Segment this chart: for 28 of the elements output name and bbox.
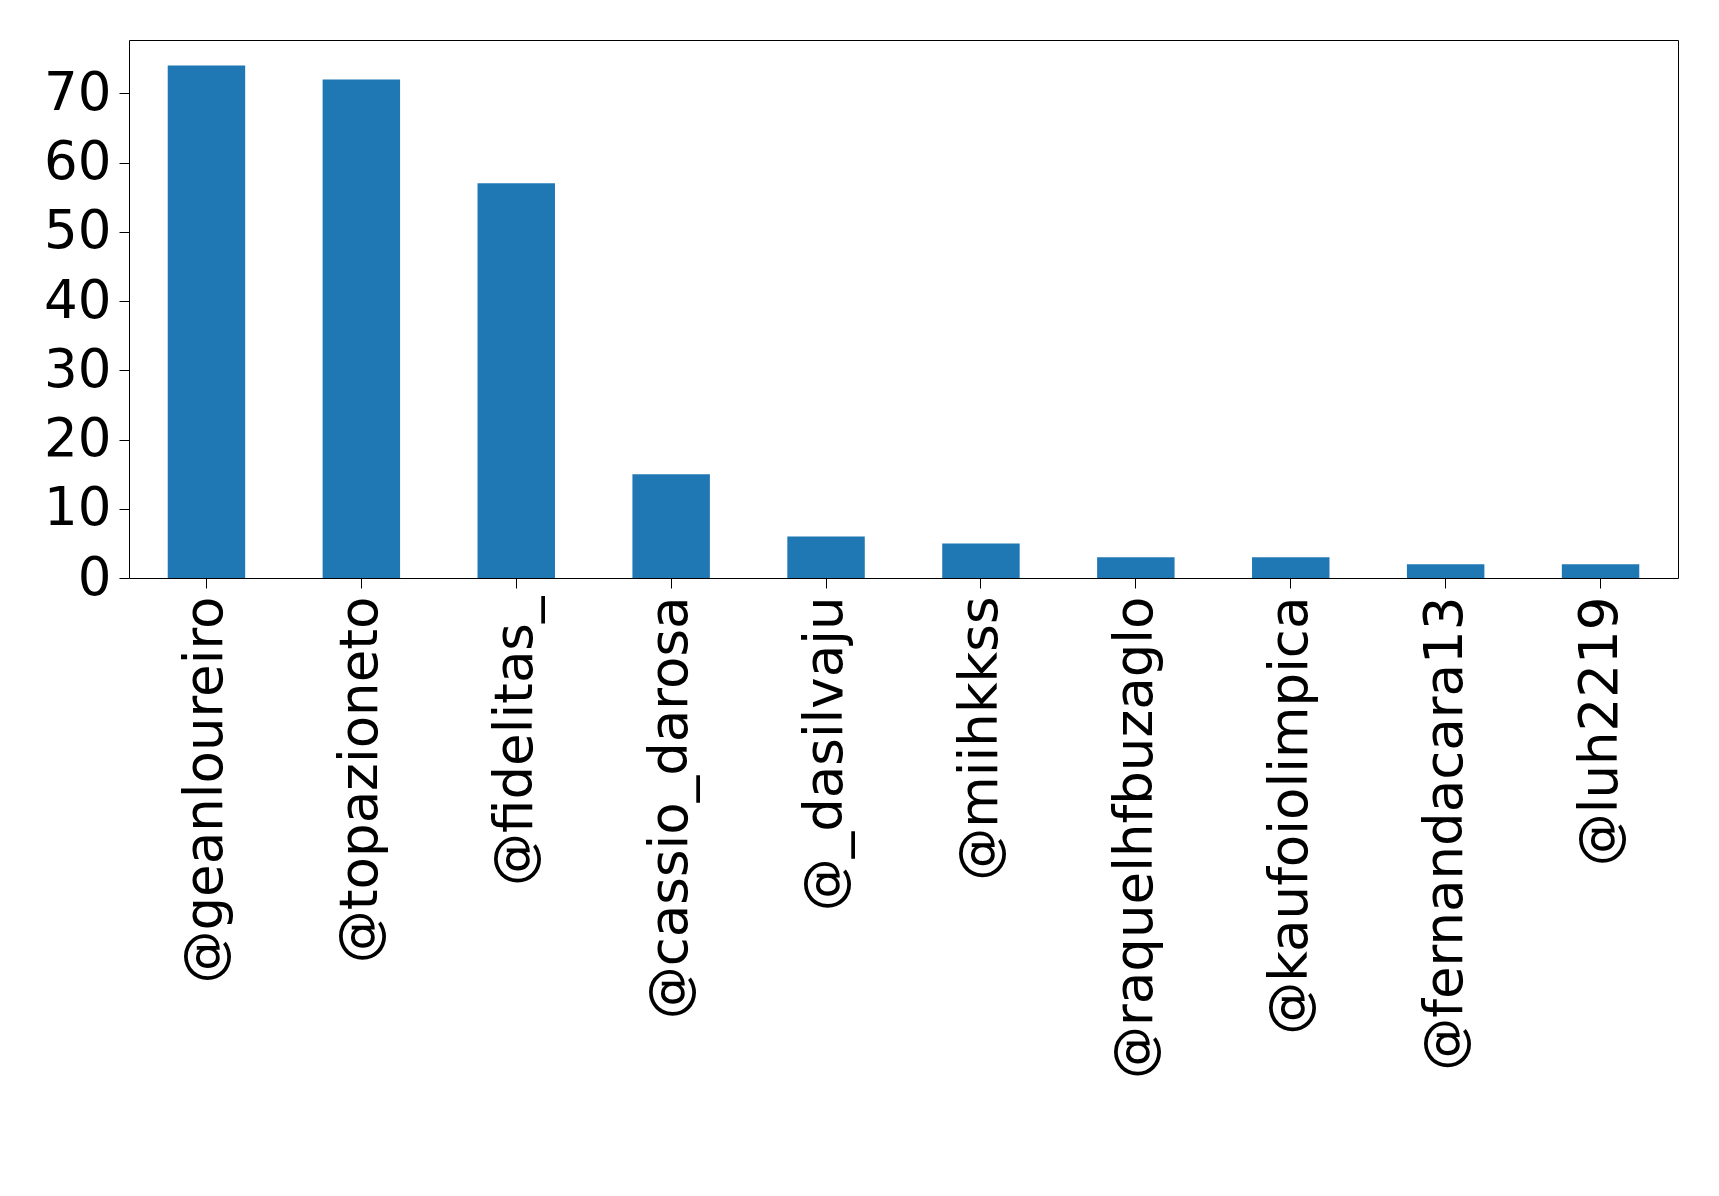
x-tick-label: @fidelitas_ (483, 595, 546, 886)
bar (167, 65, 246, 578)
x-tick-label: @topazioneto (328, 596, 390, 964)
bar (1097, 557, 1175, 578)
bar (632, 474, 710, 578)
y-tick-label: 40 (44, 268, 112, 330)
y-tick-label: 70 (44, 60, 112, 122)
bar (1406, 564, 1485, 578)
x-tick-label: @luh2219 (1567, 596, 1629, 867)
y-tick-label: 10 (44, 476, 112, 538)
bar (477, 183, 555, 578)
bar (1561, 564, 1640, 578)
bar (787, 536, 865, 578)
bar (322, 79, 401, 578)
x-tick-label: @_dasilvaju (793, 596, 856, 912)
x-tick-label: @cassio_darosa (638, 596, 701, 1020)
x-tick-label: @geanloureiro (173, 596, 235, 984)
y-tick-label: 50 (44, 199, 112, 261)
x-tick-label: @miihkkss (947, 596, 1009, 881)
bar (942, 543, 1020, 578)
y-tick-label: 30 (44, 337, 112, 399)
y-tick-label: 20 (44, 407, 112, 469)
y-tick-label: 0 (77, 545, 112, 607)
x-tick-label: @raquelhfbuzaglo (1102, 596, 1164, 1079)
y-tick-label: 60 (44, 130, 112, 192)
x-tick-label: @fernandacara13 (1412, 596, 1474, 1071)
bar (1252, 557, 1330, 578)
x-tick-label: @kaufoiolimpica (1257, 596, 1319, 1035)
